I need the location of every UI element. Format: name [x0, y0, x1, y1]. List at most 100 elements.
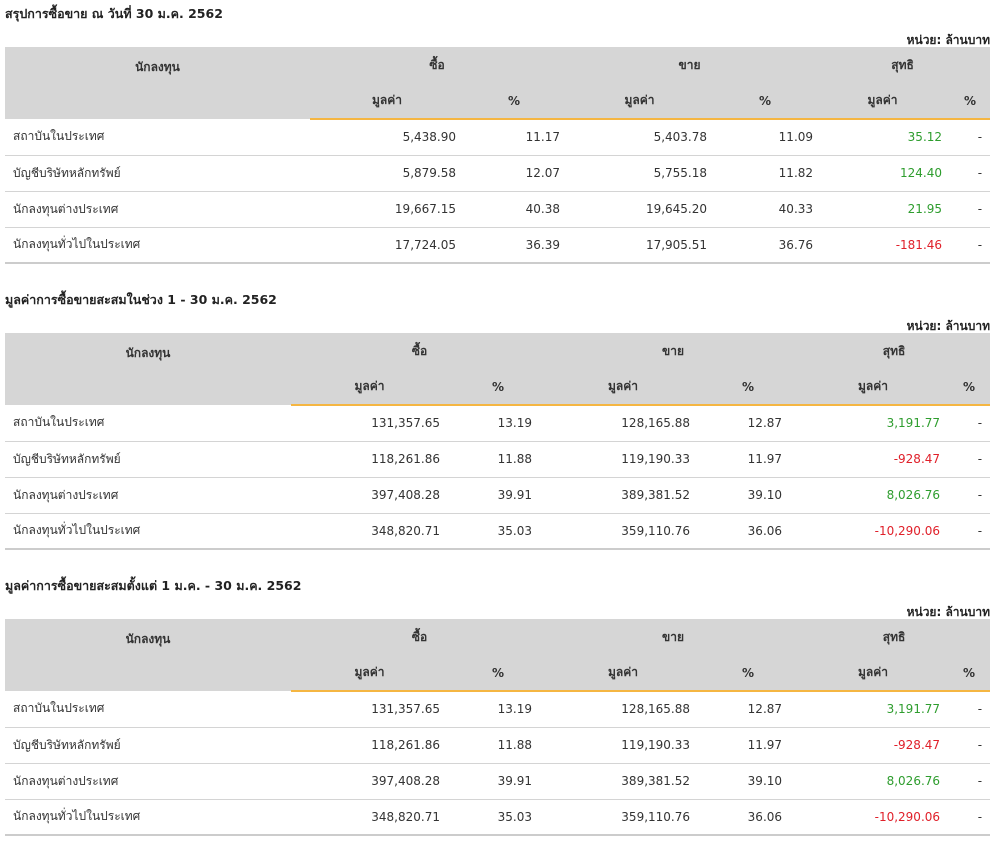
net-value: -928.47	[798, 727, 949, 764]
buy-value-header: มูลค่า	[310, 83, 464, 120]
sell-header: ขาย	[564, 47, 816, 83]
buy-percent: 11.88	[448, 727, 549, 764]
buy-percent: 39.91	[448, 477, 549, 514]
unit-label: หน่วย: ล้านบาท	[906, 319, 990, 333]
sell-value-header: มูลค่า	[548, 369, 699, 406]
unit-label: หน่วย: ล้านบาท	[906, 605, 990, 619]
net-value-header: มูลค่า	[815, 83, 951, 120]
buy-percent-header: %	[448, 655, 549, 692]
buy-header: ซื้อ	[291, 619, 549, 655]
net-percent: -	[950, 155, 991, 192]
sell-header: ขาย	[548, 333, 799, 369]
buy-header: ซื้อ	[310, 47, 565, 83]
buy-value: 397,408.28	[291, 763, 448, 800]
buy-value: 118,261.86	[291, 441, 448, 478]
sell-value: 5,403.78	[564, 119, 716, 156]
net-percent: -	[948, 513, 991, 550]
unit-label: หน่วย: ล้านบาท	[906, 33, 990, 47]
buy-value: 17,724.05	[310, 227, 464, 264]
net-percent: -	[950, 119, 991, 156]
net-percent: -	[948, 405, 991, 442]
sell-value-header: มูลค่า	[564, 83, 716, 120]
trading-table: นักลงทุน ซื้อ ขาย สุทธิ มูลค่า % มูลค่า …	[5, 333, 991, 550]
sell-value: 119,190.33	[548, 441, 699, 478]
investor-name: สถาบันในประเทศ	[5, 691, 291, 728]
table-row: นักลงทุนทั่วไปในประเทศ 348,820.71 35.03 …	[5, 799, 991, 836]
investor-name: นักลงทุนต่างประเทศ	[5, 191, 310, 228]
buy-percent-header: %	[464, 83, 565, 120]
buy-percent: 13.19	[448, 691, 549, 728]
sell-value: 17,905.51	[564, 227, 716, 264]
buy-value: 131,357.65	[291, 691, 448, 728]
sell-value: 5,755.18	[564, 155, 716, 192]
sell-percent: 11.97	[698, 441, 799, 478]
net-value: 35.12	[815, 119, 951, 156]
net-value-header: มูลค่า	[798, 369, 949, 406]
buy-percent: 11.17	[464, 119, 565, 156]
sell-value: 359,110.76	[548, 799, 699, 836]
investor-name: สถาบันในประเทศ	[5, 119, 310, 156]
sell-percent: 39.10	[698, 477, 799, 514]
section-title: มูลค่าการซื้อขายสะสมในช่วง 1 - 30 ม.ค. 2…	[5, 292, 277, 307]
sell-percent: 11.09	[715, 119, 816, 156]
sell-value: 389,381.52	[548, 477, 699, 514]
buy-value: 348,820.71	[291, 513, 448, 550]
sell-value-header: มูลค่า	[548, 655, 699, 692]
buy-percent: 35.03	[448, 799, 549, 836]
net-percent: -	[948, 727, 991, 764]
investor-name: นักลงทุนต่างประเทศ	[5, 763, 291, 800]
net-percent-header: %	[948, 655, 991, 692]
investor-header: นักลงทุน	[5, 619, 291, 691]
trading-table: นักลงทุน ซื้อ ขาย สุทธิ มูลค่า % มูลค่า …	[5, 47, 991, 264]
investor-name: บัญชีบริษัทหลักทรัพย์	[5, 727, 291, 764]
sell-value: 128,165.88	[548, 691, 699, 728]
sell-value: 389,381.52	[548, 763, 699, 800]
sell-percent: 36.06	[698, 513, 799, 550]
buy-value: 118,261.86	[291, 727, 448, 764]
investor-name: นักลงทุนต่างประเทศ	[5, 477, 291, 514]
net-percent: -	[948, 763, 991, 800]
sell-percent-header: %	[698, 655, 799, 692]
sell-percent: 11.97	[698, 727, 799, 764]
table-row: สถาบันในประเทศ 131,357.65 13.19 128,165.…	[5, 691, 991, 728]
investor-header: นักลงทุน	[5, 47, 310, 119]
buy-percent: 11.88	[448, 441, 549, 478]
table-row: นักลงทุนทั่วไปในประเทศ 348,820.71 35.03 …	[5, 513, 991, 550]
net-value-header: มูลค่า	[798, 655, 949, 692]
buy-percent: 13.19	[448, 405, 549, 442]
buy-value: 19,667.15	[310, 191, 464, 228]
investor-name: นักลงทุนทั่วไปในประเทศ	[5, 227, 310, 264]
table-row: นักลงทุนต่างประเทศ 397,408.28 39.91 389,…	[5, 763, 991, 800]
sell-percent: 36.76	[715, 227, 816, 264]
net-value: 124.40	[815, 155, 951, 192]
buy-percent-header: %	[448, 369, 549, 406]
sell-value: 359,110.76	[548, 513, 699, 550]
buy-value: 348,820.71	[291, 799, 448, 836]
buy-value: 131,357.65	[291, 405, 448, 442]
sell-percent-header: %	[715, 83, 816, 120]
sell-percent: 40.33	[715, 191, 816, 228]
net-percent: -	[948, 799, 991, 836]
investor-name: สถาบันในประเทศ	[5, 405, 291, 442]
table-row: นักลงทุนต่างประเทศ 397,408.28 39.91 389,…	[5, 477, 991, 514]
buy-percent: 36.39	[464, 227, 565, 264]
buy-percent: 39.91	[448, 763, 549, 800]
table-row: นักลงทุนต่างประเทศ 19,667.15 40.38 19,64…	[5, 191, 991, 228]
investor-name: บัญชีบริษัทหลักทรัพย์	[5, 155, 310, 192]
net-value: -10,290.06	[798, 799, 949, 836]
net-value: -181.46	[815, 227, 951, 264]
buy-value: 5,438.90	[310, 119, 464, 156]
section-title: สรุปการซื้อขาย ณ วันที่ 30 ม.ค. 2562	[5, 6, 223, 21]
net-value: -10,290.06	[798, 513, 949, 550]
investor-name: นักลงทุนทั่วไปในประเทศ	[5, 799, 291, 836]
net-value: 3,191.77	[798, 405, 949, 442]
buy-value: 5,879.58	[310, 155, 464, 192]
net-header: สุทธิ	[815, 47, 991, 83]
table-row: บัญชีบริษัทหลักทรัพย์ 118,261.86 11.88 1…	[5, 441, 991, 478]
net-percent: -	[950, 227, 991, 264]
table-row: สถาบันในประเทศ 131,357.65 13.19 128,165.…	[5, 405, 991, 442]
buy-percent: 35.03	[448, 513, 549, 550]
buy-value-header: มูลค่า	[291, 655, 448, 692]
net-value: 8,026.76	[798, 477, 949, 514]
sell-header: ขาย	[548, 619, 799, 655]
